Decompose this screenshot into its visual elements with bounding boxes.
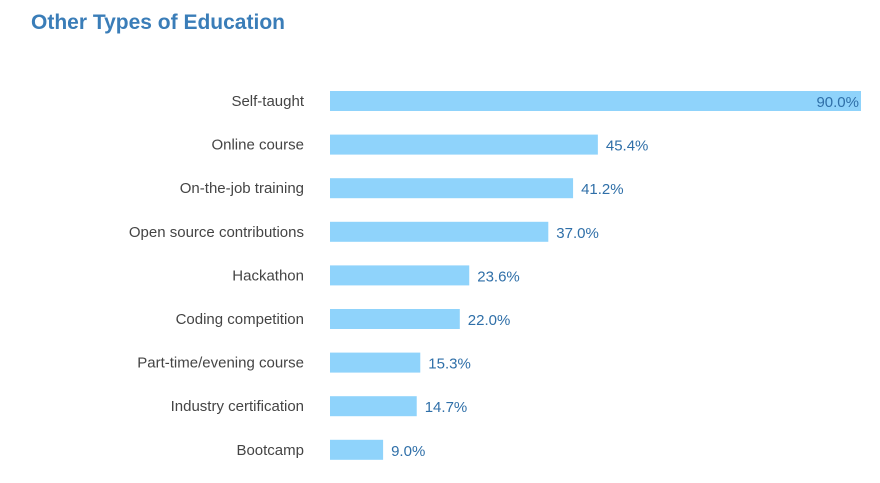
value-label: 9.0% bbox=[391, 443, 425, 460]
category-label: Hackathon bbox=[232, 267, 304, 284]
category-label: On-the-job training bbox=[180, 180, 304, 197]
bar bbox=[330, 352, 421, 373]
category-label: Part-time/evening course bbox=[137, 355, 304, 372]
value-label: 23.6% bbox=[477, 268, 520, 285]
bar bbox=[330, 178, 574, 199]
value-label: 41.2% bbox=[581, 181, 624, 198]
category-label: Self-taught bbox=[231, 93, 304, 110]
category-label: Coding competition bbox=[176, 311, 304, 328]
bar bbox=[330, 396, 417, 417]
value-label: 90.0% bbox=[816, 94, 859, 111]
chart-title: Other Types of Education bbox=[31, 11, 285, 34]
bars-layer: Self-taught 90.0% Online course 45.4% On-the… bbox=[129, 91, 861, 460]
value-label: 15.3% bbox=[428, 356, 471, 373]
bar bbox=[330, 134, 598, 155]
bar bbox=[330, 439, 384, 460]
category-label: Bootcamp bbox=[236, 442, 304, 459]
category-label: Online course bbox=[211, 137, 304, 154]
value-label: 45.4% bbox=[606, 138, 649, 155]
bar bbox=[330, 91, 861, 111]
bar bbox=[330, 265, 470, 286]
value-label: 37.0% bbox=[556, 225, 599, 242]
value-label: 22.0% bbox=[468, 312, 511, 329]
category-label: Industry certification bbox=[171, 398, 304, 415]
category-label: Open source contributions bbox=[129, 224, 304, 241]
bar bbox=[330, 309, 460, 329]
bar bbox=[330, 221, 549, 242]
value-label: 14.7% bbox=[425, 399, 468, 416]
